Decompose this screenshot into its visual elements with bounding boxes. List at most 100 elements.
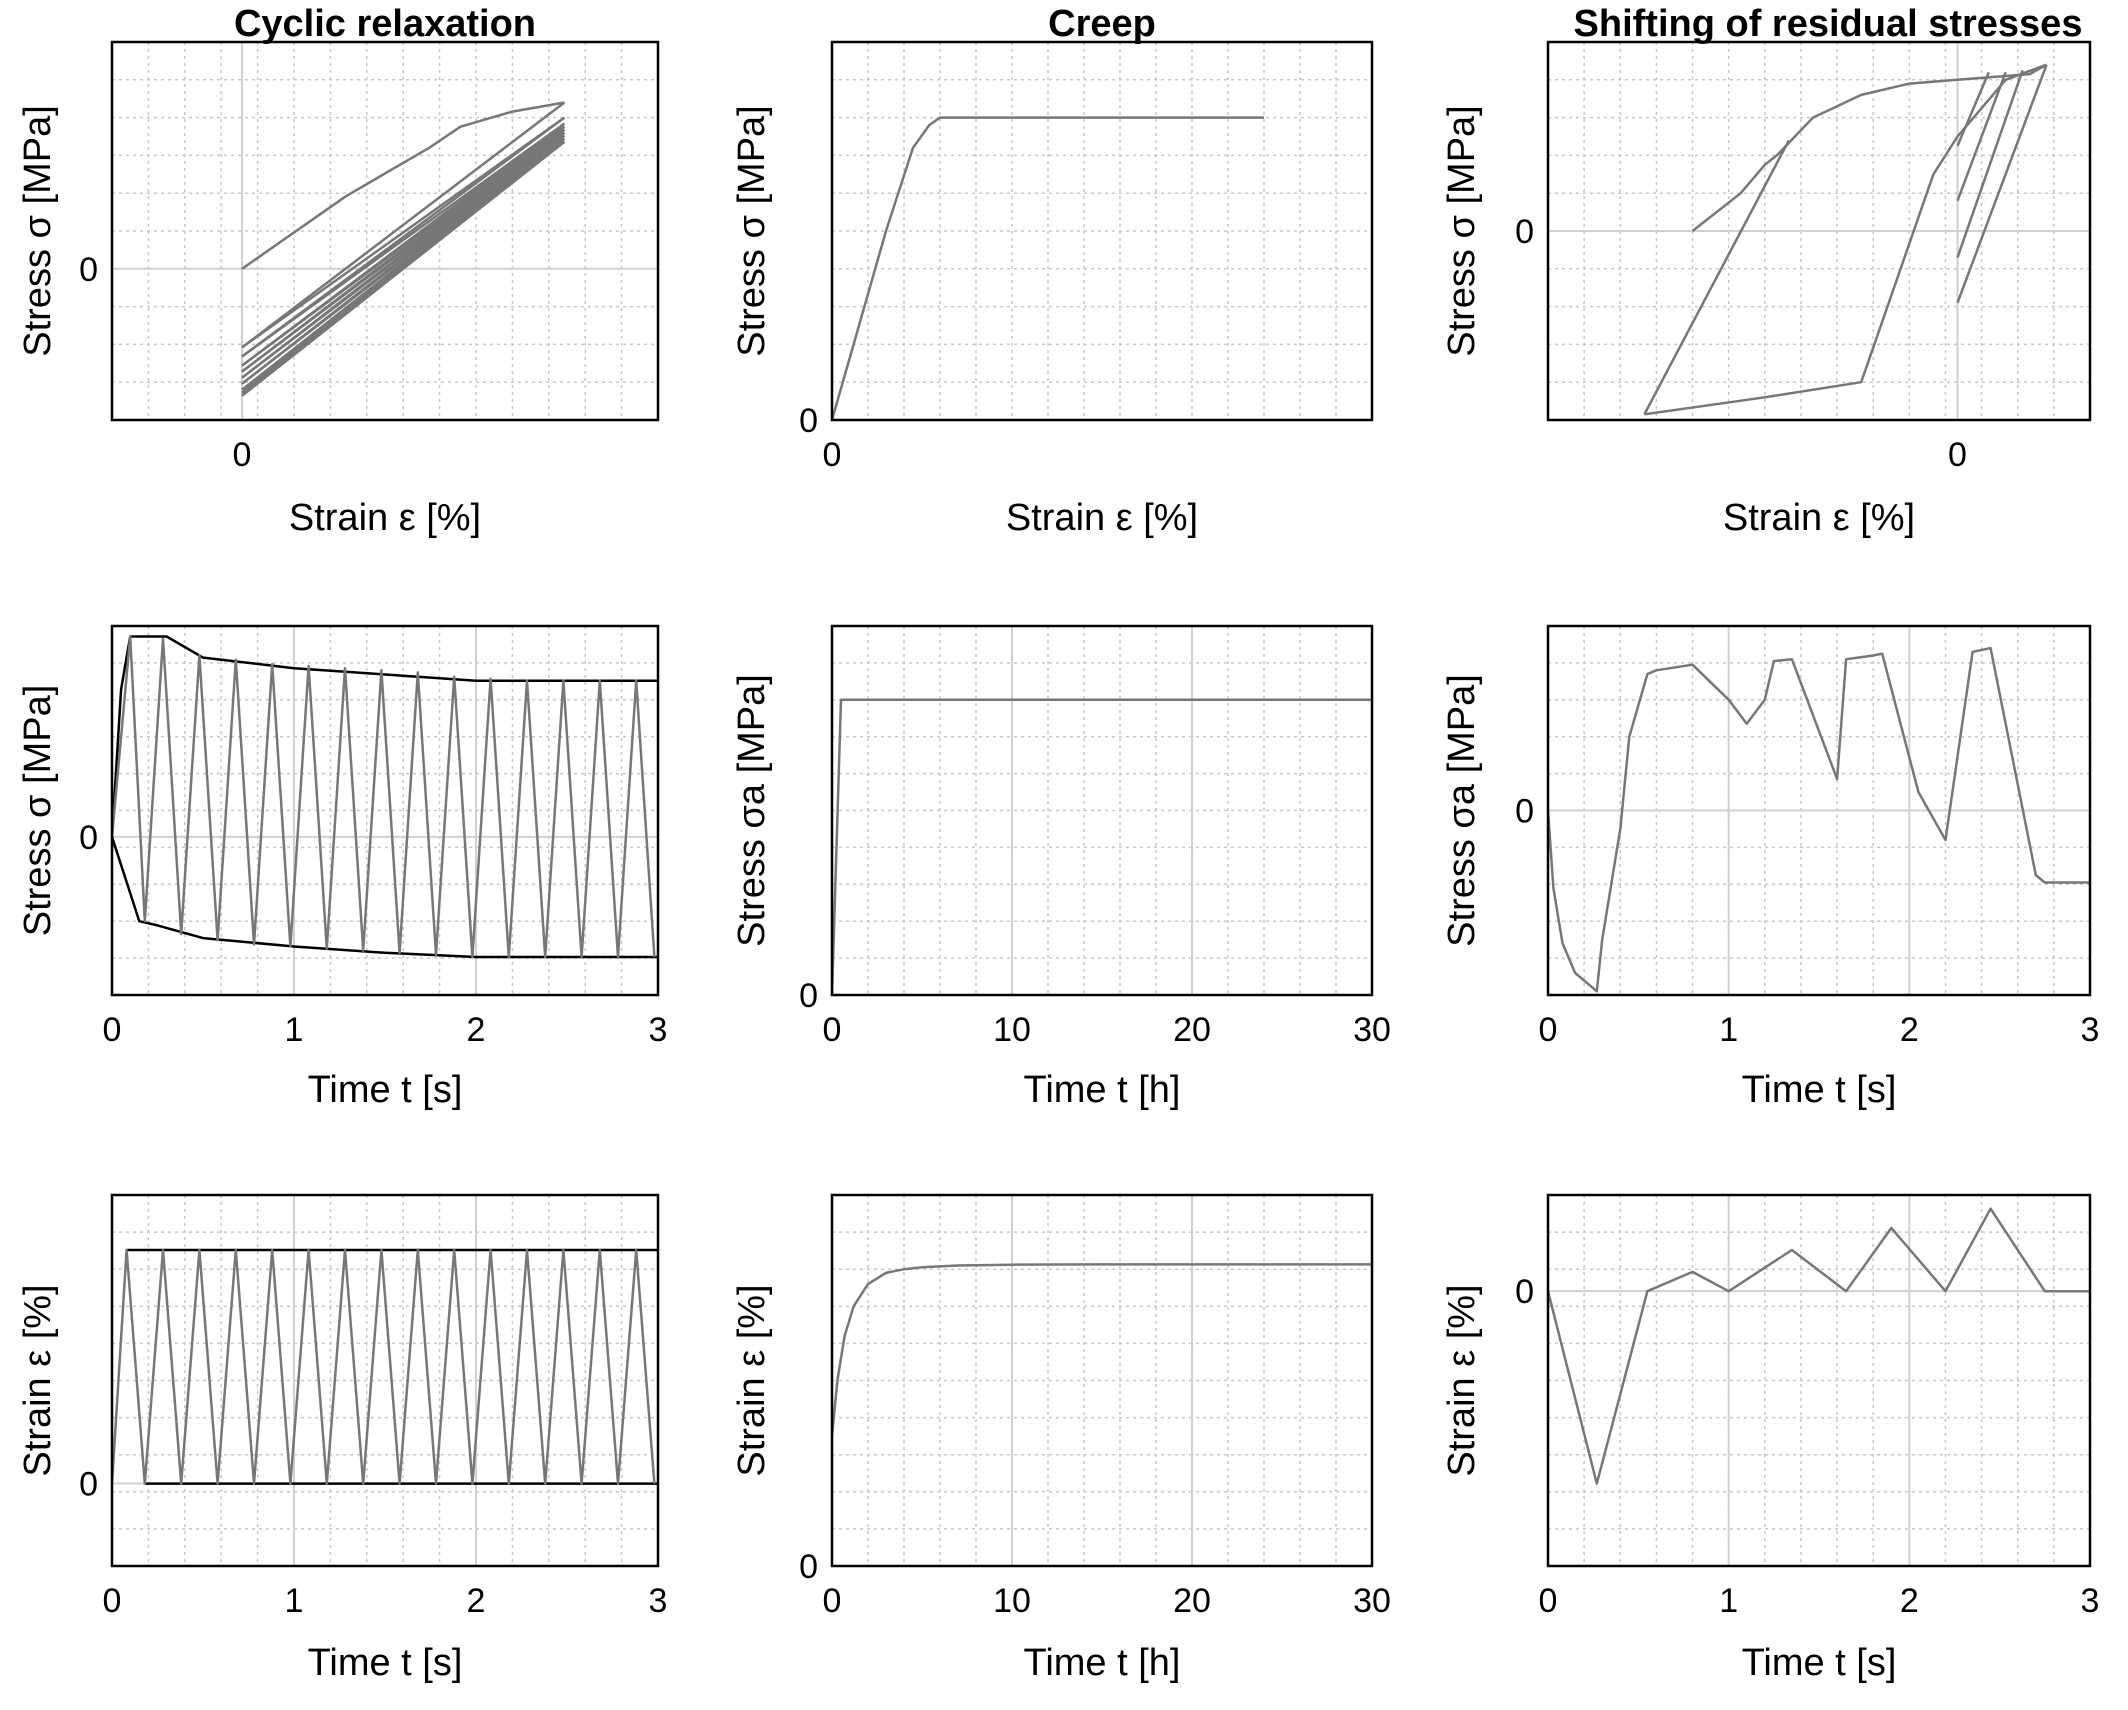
data-series-line [241, 140, 566, 397]
x-tick-label: 1 [1719, 1582, 1738, 1620]
y-axis-label: Stress σ [MPa] [731, 105, 773, 357]
x-tick-label: 20 [1173, 1011, 1211, 1049]
data-series-line [1956, 69, 2024, 258]
y-axis-label: Stress σa [MPa] [731, 674, 773, 947]
panel-sr-stress-time: 0 1 2 3 0 Time t [s] Stress σa [MPa] [1441, 624, 2100, 1111]
axes-frame [1546, 40, 2092, 422]
series-group [832, 1263, 1372, 1437]
x-tick-label: 3 [2081, 1011, 2100, 1049]
data-series-line [1644, 63, 2048, 416]
data-series-line [112, 635, 656, 959]
panel-cp-stress-strain: 00 Strain ε [%] Stress σ [MPa] [731, 40, 1374, 539]
y-tick-label: 0 [799, 977, 818, 1015]
y-axis-label: Strain ε [%] [17, 1284, 59, 1476]
series-group [1643, 63, 2048, 416]
y-axis-label: Stress σ [MPa] [17, 685, 59, 937]
data-series-line [241, 101, 565, 270]
panel-cp-strain-time: 0 10 20 30 0 Time t [h] Strain ε [%] [731, 1193, 1391, 1684]
y-tick-label: 0 [79, 251, 98, 289]
x-axis-label: Time t [s] [308, 1069, 463, 1111]
axes-frame [830, 1193, 1374, 1568]
panel-cr-stress-time: 0 1 2 3 0 Time t [s] Stress σ [MPa] [17, 624, 668, 1111]
x-axis-label: Time t [s] [1742, 1642, 1897, 1684]
y-axis-label: Strain ε [%] [731, 1284, 773, 1476]
axes-frame [110, 624, 660, 997]
x-axis-label: Strain ε [%] [1006, 497, 1198, 539]
axes-frame [1546, 624, 2092, 997]
axes-frame [1546, 1193, 2092, 1568]
x-tick-label: 0 [823, 1011, 842, 1049]
x-tick-label: 0 [1539, 1582, 1558, 1620]
data-series-line [1548, 646, 2090, 993]
x-axis-label: Time t [h] [1024, 1642, 1181, 1684]
series-group [241, 101, 566, 397]
data-series-line [1956, 71, 2007, 202]
x-tick-label: 20 [1173, 1582, 1211, 1620]
panel-cr-strain-time: 0 1 2 3 0 Time t [s] Strain ε [%] [17, 1193, 668, 1684]
axes-frame [830, 624, 1374, 997]
x-tick-label: 0 [103, 1011, 122, 1049]
x-axis-label: Strain ε [%] [1723, 497, 1915, 539]
y-tick-label: 0 [799, 1548, 818, 1586]
data-series-line [832, 698, 1372, 995]
series-group [1548, 1207, 2090, 1485]
x-tick-label: 30 [1353, 1582, 1391, 1620]
x-tick-label: 30 [1353, 1011, 1391, 1049]
axes-frame [110, 1193, 660, 1568]
x-tick-label: 0 [823, 436, 842, 474]
x-tick-label: 2 [467, 1582, 486, 1620]
y-tick-label: 0 [799, 402, 818, 440]
x-tick-label: 10 [993, 1011, 1031, 1049]
x-tick-label: 2 [467, 1011, 486, 1049]
y-axis-label: Stress σ [MPa] [1441, 105, 1483, 357]
y-axis-label: Stress σa [MPa] [1441, 674, 1483, 947]
x-axis-label: Time t [s] [308, 1642, 463, 1684]
y-axis-label: Stress σ [MPa] [17, 105, 59, 357]
panel-sr-stress-strain: 0 0 Strain ε [%] Stress σ [MPa] [1441, 40, 2092, 539]
x-axis-label: Time t [s] [1742, 1069, 1897, 1111]
x-tick-label: 2 [1900, 1582, 1919, 1620]
data-series-line [112, 836, 658, 959]
data-series-line [832, 116, 1264, 420]
data-series-line [1548, 1207, 2090, 1485]
axes-frame [110, 40, 660, 422]
panel-cp-stress-time: 0 10 20 30 0 Time t [h] Stress σa [MPa] [731, 624, 1391, 1111]
x-tick-label: 2 [1900, 1011, 1919, 1049]
series-group [832, 116, 1264, 420]
data-series-line [1956, 64, 2048, 304]
series-group [112, 1248, 658, 1485]
x-tick-label: 10 [993, 1582, 1031, 1620]
data-series-line [241, 101, 566, 349]
x-tick-label: 0 [103, 1582, 122, 1620]
x-tick-label: 1 [1719, 1011, 1738, 1049]
data-series-line [1691, 63, 2048, 232]
y-tick-label: 0 [79, 819, 98, 857]
data-series-line [832, 1263, 1372, 1437]
x-tick-label: 0 [1539, 1011, 1558, 1049]
x-tick-label: 0 [1948, 436, 1967, 474]
y-tick-label: 0 [1515, 1273, 1534, 1311]
axes-frame [830, 40, 1374, 422]
x-axis-label: Time t [h] [1024, 1069, 1181, 1111]
y-tick-label: 0 [1515, 793, 1534, 831]
column-title-cyclic-relaxation: Cyclic relaxation [234, 3, 536, 45]
data-series-line [1643, 139, 1791, 415]
y-tick-label: 0 [1515, 213, 1534, 251]
series-group [832, 698, 1372, 995]
data-series-line [112, 1248, 656, 1485]
series-group [1548, 646, 2090, 993]
x-tick-label: 1 [285, 1582, 304, 1620]
x-tick-label: 3 [649, 1582, 668, 1620]
series-group [112, 635, 658, 959]
x-tick-label: 3 [2081, 1582, 2100, 1620]
panel-sr-strain-time: 0 1 2 3 0 Time t [s] Strain ε [%] [1441, 1193, 2100, 1684]
x-tick-label: 3 [649, 1011, 668, 1049]
data-series-line [112, 635, 658, 837]
y-tick-label: 0 [79, 1466, 98, 1504]
y-axis-label: Strain ε [%] [1441, 1284, 1483, 1476]
x-tick-label: 1 [285, 1011, 304, 1049]
x-axis-label: Strain ε [%] [289, 497, 481, 539]
x-tick-label: 0 [233, 436, 252, 474]
